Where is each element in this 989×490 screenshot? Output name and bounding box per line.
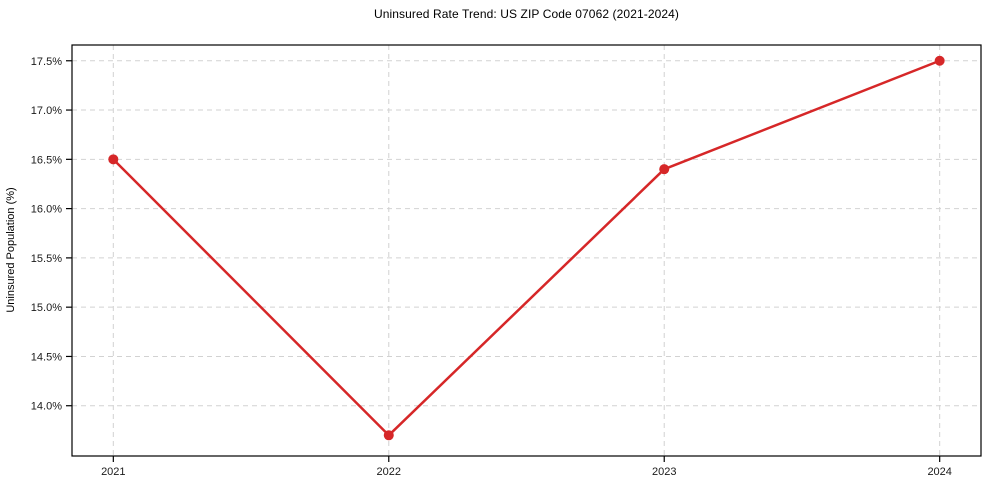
axis-ticks-layer [66,60,941,462]
x-tick-label: 2022 [377,466,401,478]
y-tick-label: 15.0% [31,302,62,314]
trend-line [112,59,941,437]
data-point-marker [659,164,670,175]
plot-border [71,44,982,457]
y-tick-label: 15.5% [31,253,62,265]
y-axis-label: Uninsured Population (%) [5,187,17,312]
y-tick-label: 14.0% [31,401,62,413]
x-tick-label: 2023 [652,466,676,478]
data-point-marker [383,430,394,441]
chart-title: Uninsured Rate Trend: US ZIP Code 07062 … [373,7,680,21]
x-tick-label: 2024 [927,466,951,478]
tick-labels-layer: 14.0% 14.5% 15.0% 15.5% 16.0% 16.5% 17.0% 17.5%… [31,56,952,478]
y-tick-label: 16.5% [31,154,62,166]
data-point-marker [108,154,119,165]
y-tick-label: 17.0% [31,105,62,117]
y-tick-label: 16.0% [31,204,62,216]
series-layer [108,55,945,441]
data-point-marker [934,55,945,66]
y-tick-label: 14.5% [31,351,62,363]
x-tick-label: 2021 [101,466,125,478]
y-tick-label: 17.5% [31,56,62,68]
gridlines-layer [72,45,981,456]
